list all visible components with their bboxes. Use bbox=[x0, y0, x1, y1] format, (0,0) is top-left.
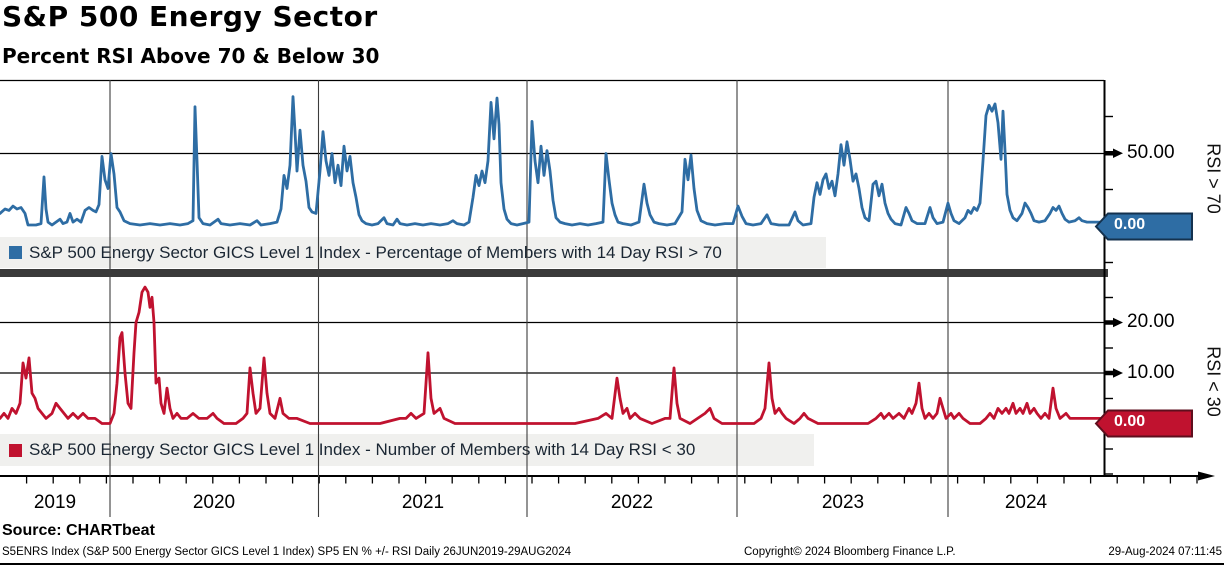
legend-swatch-red bbox=[9, 443, 22, 457]
bottom-border-rule bbox=[0, 563, 1224, 565]
side-label-rsi-above: RSI > 70 bbox=[1203, 143, 1224, 214]
x-axis-year-label: 2024 bbox=[1004, 492, 1048, 513]
chart-subtitle: Percent RSI Above 70 & Below 30 bbox=[2, 44, 380, 68]
rsi-below-30-series bbox=[0, 285, 1106, 425]
axis-minor-ticks bbox=[25, 115, 1198, 484]
source-line: Source: CHARTbeat bbox=[2, 522, 155, 539]
legend-swatch-blue bbox=[9, 246, 22, 259]
legend-label-rsi-above: S&P 500 Energy Sector GICS Level 1 Index… bbox=[29, 242, 722, 262]
footer-ticker-info: S5ENRS Index (S&P 500 Energy Sector GICS… bbox=[2, 546, 571, 558]
y-tick-label-10: 10.00 bbox=[1127, 362, 1175, 383]
x-axis-year-label: 2023 bbox=[821, 492, 865, 513]
x-axis-year-label: 2019 bbox=[33, 492, 77, 513]
tag-label-bottom-zero: 0.00 bbox=[1114, 413, 1146, 430]
legend-rsi-above: S&P 500 Energy Sector GICS Level 1 Index… bbox=[0, 237, 826, 268]
year-gridlines bbox=[109, 80, 949, 517]
tick-arrow-10-icon bbox=[1104, 368, 1123, 378]
legend-rsi-below: S&P 500 Energy Sector GICS Level 1 Index… bbox=[0, 434, 814, 466]
footer-timestamp: 29-Aug-2024 07:11:45 bbox=[1108, 546, 1222, 558]
tick-arrow-20-icon bbox=[1104, 317, 1123, 328]
last-value-tag-top bbox=[1094, 212, 1193, 241]
legend-label-rsi-below: S&P 500 Energy Sector GICS Level 1 Index… bbox=[29, 440, 696, 459]
x-axis-year-label: 2022 bbox=[610, 492, 654, 513]
rsi-above-70-series bbox=[0, 95, 1106, 227]
last-value-tag-bottom bbox=[1094, 409, 1193, 438]
page-title: S&P 500 Energy Sector bbox=[2, 0, 378, 33]
x-axis-end-arrow-icon bbox=[1198, 471, 1215, 481]
y-tick-label-20: 20.00 bbox=[1127, 311, 1175, 332]
x-axis-year-label: 2021 bbox=[401, 492, 445, 513]
side-label-rsi-below: RSI < 30 bbox=[1203, 346, 1224, 417]
tag-label-top-zero: 0.00 bbox=[1114, 216, 1146, 233]
x-axis-year-label: 2020 bbox=[192, 492, 236, 513]
panel-divider bbox=[0, 269, 1108, 277]
tick-arrow-50-icon bbox=[1104, 148, 1123, 158]
y-tick-label-50: 50.00 bbox=[1127, 142, 1175, 163]
footer-copyright: Copyright© 2024 Bloomberg Finance L.P. bbox=[744, 546, 956, 558]
